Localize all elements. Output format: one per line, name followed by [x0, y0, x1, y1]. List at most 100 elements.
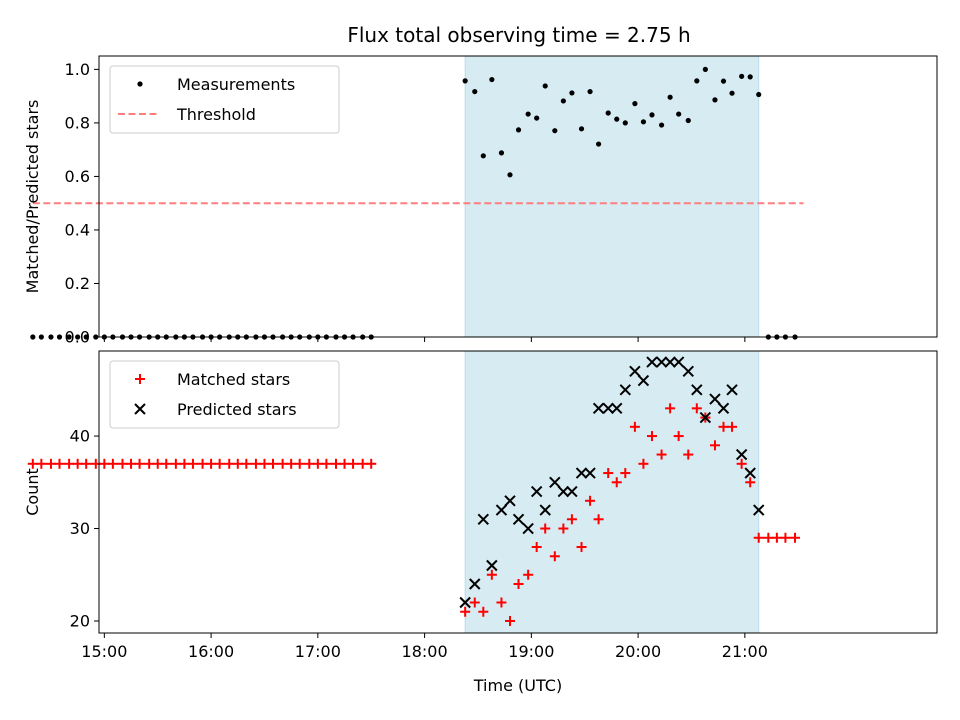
- measurement-point: [578, 126, 585, 132]
- top-ytick-label: 0.8: [65, 113, 90, 132]
- predicted-star-point: [584, 467, 596, 479]
- bottom-data-marks: [27, 356, 801, 626]
- predicted-star-d2: [672, 356, 685, 368]
- legend-label: Predicted stars: [177, 400, 297, 419]
- matched-star-point: [780, 532, 791, 543]
- matched-star-point: [170, 458, 181, 469]
- predicted-star-d2: [619, 384, 631, 396]
- measurement-point: [640, 119, 647, 125]
- predicted-star-point: [522, 522, 534, 535]
- matched-star-point: [540, 523, 551, 534]
- matched-star-point: [673, 431, 684, 442]
- predicted-star-point: [699, 411, 712, 424]
- predicted-star-d2: [512, 513, 525, 525]
- matched-star-point: [134, 458, 145, 469]
- measurement-point: [649, 112, 655, 118]
- matched-star-point: [179, 458, 190, 469]
- matched-star-point: [486, 569, 497, 580]
- matched-star-point: [339, 458, 350, 469]
- measurement-point: [614, 116, 620, 122]
- matched-star-point: [45, 458, 56, 469]
- predicted-star-d2: [744, 467, 756, 479]
- predicted-star-point: [549, 476, 561, 488]
- measurement-point: [83, 334, 89, 340]
- measurement-point: [632, 101, 638, 107]
- top-ytick-label: 1.0: [65, 60, 90, 79]
- measurement-point: [38, 334, 44, 340]
- matched-star-point: [469, 597, 480, 608]
- top-y-axis-label: Matched/Predicted stars: [23, 100, 42, 294]
- top-ytick-label: 0.4: [65, 220, 90, 239]
- predicted-star-d2: [629, 365, 641, 378]
- matched-star-point: [771, 532, 782, 543]
- matched-star-point: [513, 578, 524, 589]
- matched-star-point: [611, 477, 622, 488]
- matched-star-point: [620, 468, 631, 479]
- top-axes-frame: [98, 55, 938, 338]
- top-legend: Measurements Threshold: [109, 65, 340, 134]
- predicted-star-point: [664, 356, 676, 368]
- predicted-star-d2: [637, 374, 650, 387]
- predicted-star-d2: [655, 356, 668, 368]
- matched-star-point: [504, 615, 515, 626]
- matched-star-point: [790, 532, 801, 543]
- legend-label: Measurements: [177, 75, 295, 94]
- top-data-marks: [30, 66, 804, 340]
- measurement-point: [30, 334, 36, 340]
- measurement-point: [712, 97, 718, 103]
- top-ytick-label: 0.6: [65, 167, 90, 186]
- predicted-star-d2: [486, 559, 498, 572]
- matched-star-point: [665, 403, 676, 414]
- predicted-star-d2: [592, 402, 605, 415]
- measurement-point: [658, 122, 665, 128]
- measurement-point: [560, 98, 566, 104]
- predicted-star-d2: [477, 513, 490, 525]
- measurement-point: [747, 74, 753, 80]
- legend-label: Threshold: [176, 105, 256, 124]
- predicted-star-point: [530, 485, 543, 498]
- x-tick-label: 16:00: [188, 642, 234, 661]
- predicted-star-d2: [469, 578, 481, 590]
- matched-star-point: [64, 458, 75, 469]
- matched-star-point: [460, 606, 471, 617]
- bottom-x-ticks: 15:00 16:00 17:00 18:00 19:00 20:00 21:00: [81, 633, 768, 661]
- matched-star-point: [54, 458, 65, 469]
- predicted-star-d2: [584, 467, 596, 479]
- predicted-star-d2: [735, 448, 748, 461]
- measurement-point: [595, 141, 602, 147]
- legend-measurements-icon: [137, 81, 143, 87]
- measurement-point: [480, 153, 486, 159]
- measurement-point: [569, 90, 575, 96]
- matched-star-point: [126, 458, 137, 469]
- matched-star-point: [161, 458, 172, 469]
- predicted-star-point: [477, 513, 490, 525]
- matched-star-point: [348, 458, 359, 469]
- matched-star-point: [294, 458, 305, 469]
- predicted-star-point: [539, 504, 551, 516]
- predicted-star-point: [646, 356, 658, 368]
- matched-star-point: [718, 421, 729, 432]
- predicted-star-point: [459, 596, 471, 609]
- predicted-star-point: [655, 356, 668, 368]
- predicted-star-point: [717, 402, 730, 415]
- measurement-point: [534, 115, 540, 121]
- predicted-star-point: [691, 384, 703, 396]
- predicted-star-d2: [557, 485, 570, 498]
- matched-star-point: [736, 458, 747, 469]
- measurement-point: [676, 111, 682, 117]
- matched-star-point: [36, 458, 47, 469]
- predicted-star-point: [672, 356, 685, 368]
- x-axis-label: Time (UTC): [473, 676, 562, 695]
- bot-ytick-label: 40: [70, 427, 90, 446]
- matched-star-point: [81, 458, 92, 469]
- bottom-panel: 20 30 40 15:00 16:00 17:00 18:00 19:00 20:00 21:…: [23, 350, 938, 695]
- predicted-star-point: [486, 559, 498, 572]
- bottom-axes-frame: [98, 350, 938, 634]
- x-tick-label: 18:00: [402, 642, 448, 661]
- predicted-star-point: [512, 513, 525, 525]
- predicted-star-d2: [664, 356, 676, 368]
- matched-star-point: [558, 523, 569, 534]
- matched-star-point: [727, 421, 738, 432]
- x-tick-label: 21:00: [722, 642, 768, 661]
